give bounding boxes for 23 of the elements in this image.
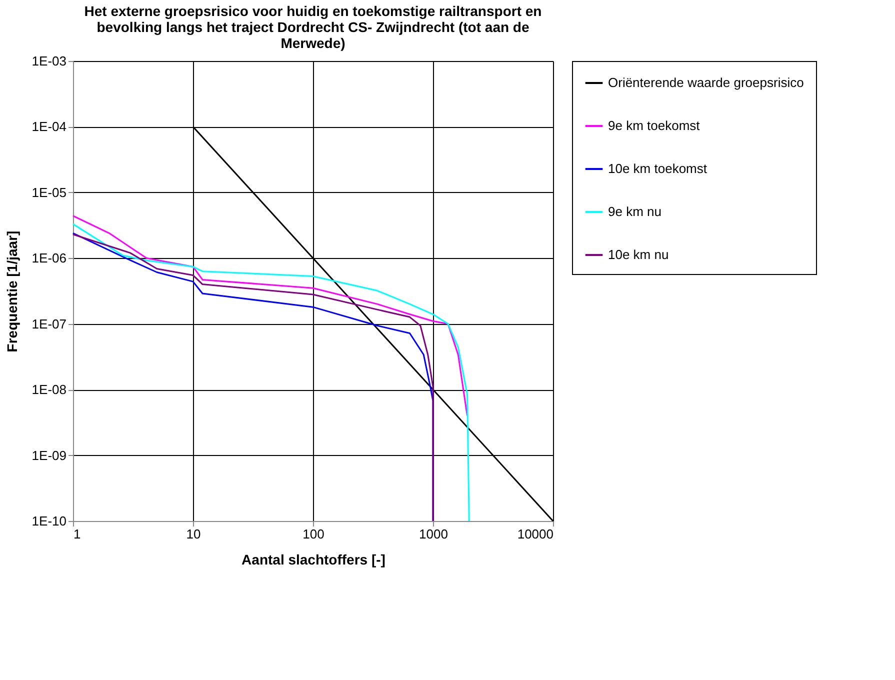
y-tick-label: 1E-06: [32, 250, 66, 266]
x-tick-label: 100: [302, 526, 324, 542]
legend-label: 9e km nu: [608, 204, 662, 219]
y-tick-label: 1E-07: [32, 316, 66, 332]
x-tick-label: 10: [186, 526, 201, 542]
text: Het externe groepsrisico voor huidig en toekomstige railtransport en: [84, 3, 542, 19]
legend-label: 9e km toekomst: [608, 118, 700, 133]
text: Merwede): [280, 35, 346, 51]
y-tick-label: 1E-03: [32, 54, 66, 68]
legend-label: 10e km toekomst: [608, 161, 708, 176]
legend-label: Oriënterende waarde groepsrisico: [608, 75, 804, 90]
x-axis-title: Aantal slachtoffers [-]: [242, 552, 386, 568]
text: bevolking langs het traject Dordrecht CS- Zwijndrecht (tot aan de: [96, 19, 530, 35]
y-axis-title: Frequentie [1/jaar]: [4, 230, 20, 352]
x-tick-label: 10000: [517, 526, 554, 542]
y-tick-label: 1E-08: [32, 382, 66, 398]
x-tick-label: 1: [74, 526, 81, 542]
y-tick-label: 1E-10: [32, 514, 66, 528]
y-tick-label: 1E-05: [32, 184, 66, 200]
y-tick-label: 1E-04: [32, 119, 66, 134]
legend-label: 10e km nu: [608, 247, 669, 262]
y-tick-label: 1E-09: [32, 448, 66, 463]
x-tick-label: 1000: [419, 526, 448, 542]
